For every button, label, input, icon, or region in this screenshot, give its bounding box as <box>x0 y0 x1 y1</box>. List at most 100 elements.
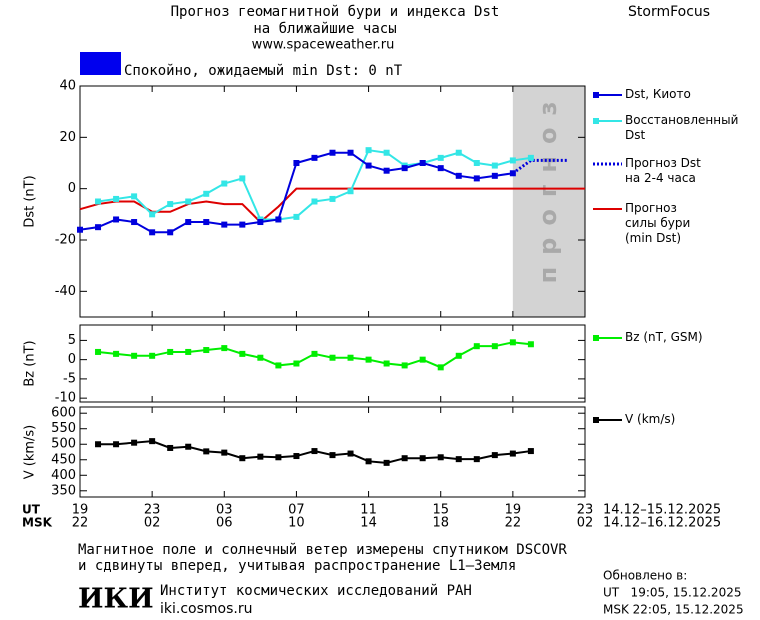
brand: StormFocus <box>628 4 710 20</box>
data-point <box>203 219 210 226</box>
data-point <box>347 354 354 361</box>
series-line <box>79 187 585 224</box>
data-point <box>95 441 102 448</box>
data-point <box>203 190 210 197</box>
x-tick-label: 22 <box>505 516 522 531</box>
data-point <box>113 350 120 357</box>
institute: Институт космических исследований РАН <box>160 583 472 599</box>
data-point <box>113 441 120 448</box>
data-point <box>455 352 462 359</box>
x-tick-label: 02 <box>144 516 161 531</box>
data-point <box>383 459 390 466</box>
updated-label: Обновлено в: <box>603 569 687 583</box>
y-tick-label: 400 <box>51 468 76 483</box>
data-point <box>491 343 498 350</box>
data-point <box>167 201 174 208</box>
data-point <box>167 229 174 236</box>
data-point <box>311 198 318 205</box>
x-tick-label: 02 <box>577 516 594 531</box>
y-tick-label: 40 <box>59 79 76 94</box>
y-tick-label: -10 <box>55 391 76 406</box>
y-tick-label: 20 <box>59 130 76 145</box>
series-line <box>511 158 567 175</box>
x-tick-label: 19 <box>72 503 89 518</box>
data-point <box>239 455 246 462</box>
data-point <box>95 348 102 355</box>
data-point <box>239 175 246 182</box>
plot-frame <box>79 85 586 318</box>
data-point <box>293 213 300 220</box>
data-point <box>527 341 534 348</box>
data-point <box>293 160 300 166</box>
data-point <box>149 229 156 236</box>
legend-entry: Прогноз силы бури (min Dst) <box>625 201 691 245</box>
data-point <box>221 180 228 187</box>
data-point <box>365 162 372 169</box>
data-point <box>257 354 264 361</box>
data-point <box>203 448 210 455</box>
legend-entry: V (km/s) <box>625 412 676 426</box>
data-point <box>221 449 228 456</box>
y-tick-label: 450 <box>51 452 76 467</box>
x-axis-label: MSK <box>22 516 53 530</box>
y-axis-label: Dst (nT) <box>23 175 38 227</box>
y-tick-label: -40 <box>55 284 76 299</box>
status-text: Спокойно, ожидаемый min Dst: 0 nT <box>124 63 403 79</box>
logo: ИКИ <box>78 584 154 615</box>
data-point <box>149 211 156 218</box>
data-point <box>185 443 192 450</box>
data-point <box>473 343 480 350</box>
y-tick-label: 0 <box>68 352 76 367</box>
data-point <box>131 219 138 226</box>
data-point <box>293 360 300 367</box>
y-axis-label: V (km/s) <box>23 425 38 480</box>
data-point <box>491 452 498 459</box>
data-point <box>347 149 354 156</box>
updated-msk: MSK 22:05, 15.12.2025 <box>603 603 744 617</box>
data-point <box>95 224 102 231</box>
title: Прогноз геомагнитной бури и индекса Dst <box>171 4 500 20</box>
data-point <box>527 154 534 161</box>
x-axis-label: UT <box>22 503 41 517</box>
y-tick-label: 500 <box>51 437 76 452</box>
data-point <box>383 167 390 174</box>
x-tick-label: 19 <box>505 503 522 518</box>
data-point <box>383 360 390 367</box>
data-point <box>167 348 174 355</box>
data-point <box>275 216 282 223</box>
x-tick-label: 03 <box>216 503 233 518</box>
data-point <box>185 348 192 355</box>
data-point <box>401 455 408 462</box>
data-point <box>329 195 336 202</box>
y-tick-label: 5 <box>68 333 76 348</box>
data-point <box>401 165 408 172</box>
data-point <box>419 356 426 363</box>
data-point <box>185 198 192 205</box>
data-point <box>527 448 534 455</box>
data-point <box>329 149 336 156</box>
data-point <box>131 193 138 200</box>
data-point <box>419 160 426 166</box>
data-point <box>455 149 462 156</box>
legend-marker <box>593 92 599 98</box>
data-point <box>437 165 444 172</box>
data-point <box>311 448 318 455</box>
y-tick-label: 600 <box>51 406 76 421</box>
data-point <box>221 345 228 352</box>
data-point <box>275 362 282 369</box>
data-point <box>239 221 246 228</box>
y-axis-label: Bz (nT) <box>23 340 38 386</box>
data-point <box>239 350 246 357</box>
data-point <box>311 350 318 357</box>
x-tick-label: 10 <box>288 516 305 531</box>
data-point <box>149 438 156 445</box>
data-point <box>437 154 444 161</box>
y-tick-label: -20 <box>55 233 76 248</box>
data-point <box>131 439 138 446</box>
data-point <box>347 450 354 457</box>
x-tick-label: 22 <box>72 516 89 531</box>
institute-url: iki.cosmos.ru <box>160 601 252 617</box>
data-point <box>293 453 300 460</box>
data-point <box>437 364 444 371</box>
